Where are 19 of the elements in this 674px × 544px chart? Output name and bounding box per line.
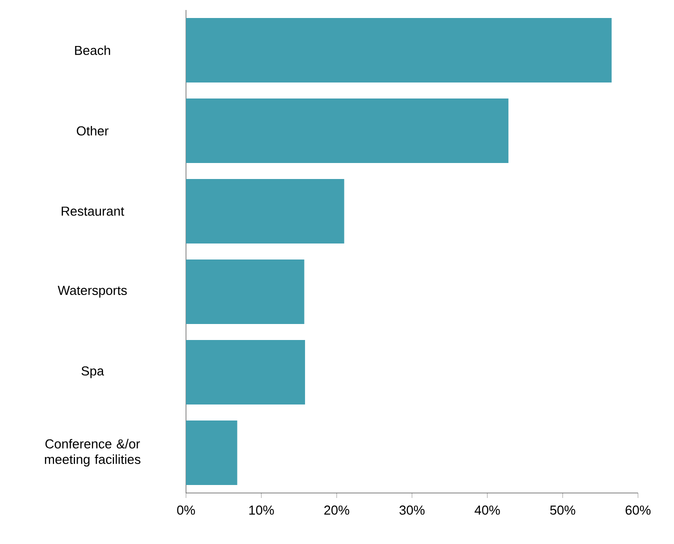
x-tick-label: 10%: [249, 506, 274, 515]
x-tick-label: 20%: [324, 506, 350, 515]
y-tick-label: Conference &/or meeting facilities: [44, 438, 140, 467]
bar: [186, 98, 508, 163]
bar: [186, 260, 304, 324]
y-tick-label: Restaurant: [62, 206, 124, 216]
y-tick-label: Watersports: [58, 286, 127, 298]
x-tick-label: 30%: [399, 506, 425, 515]
bar: [186, 340, 306, 404]
bar: [186, 18, 612, 82]
x-tick-label: 60%: [626, 506, 651, 515]
x-tick-label: 50%: [550, 506, 576, 515]
x-tick-label: 40%: [474, 506, 500, 515]
bar: [186, 179, 344, 244]
y-tick-label: Spa: [82, 366, 104, 378]
y-tick-label: Beach: [75, 45, 110, 56]
x-tick-label: 0%: [177, 506, 195, 515]
y-tick-label: Other: [76, 126, 109, 136]
bar: [186, 420, 238, 485]
